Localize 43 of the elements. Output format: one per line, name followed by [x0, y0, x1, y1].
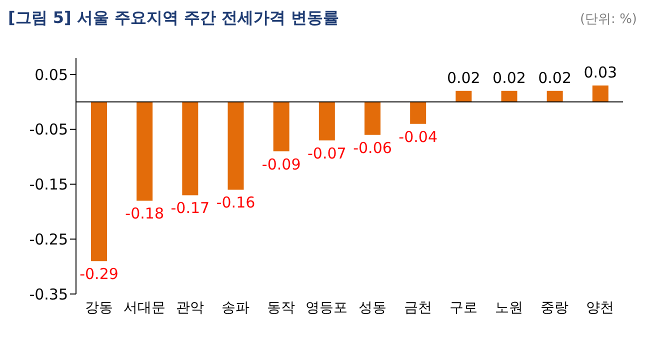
bar: [136, 102, 153, 201]
y-tick-label: -0.15: [29, 176, 68, 194]
data-label: -0.17: [170, 199, 210, 218]
x-tick-label: 송파: [222, 300, 250, 316]
bar: [410, 102, 426, 124]
y-tick-label: -0.05: [29, 120, 68, 139]
bar: [318, 102, 335, 140]
x-tick-label: 영등포: [306, 300, 348, 316]
bar: [456, 90, 472, 102]
chart-title: [그림 5] 서울 주요지역 주간 전세가격 변동률: [8, 8, 340, 29]
x-tick-label: 강동: [84, 300, 113, 316]
x-tick-label: 성동: [358, 300, 386, 316]
data-label: 0.02: [492, 68, 526, 87]
x-tick-label: 양천: [586, 300, 614, 316]
bar: [546, 90, 563, 102]
y-tick-label: 0.05: [34, 66, 68, 84]
data-label: -0.18: [125, 204, 164, 223]
y-tick-label: -0.35: [29, 285, 68, 304]
data-label: -0.06: [353, 138, 392, 157]
bar: [182, 102, 198, 196]
bar: [228, 102, 244, 190]
x-tick-label: 노원: [495, 300, 524, 316]
bar: [501, 90, 518, 102]
data-label: -0.29: [80, 265, 118, 284]
data-label: -0.09: [262, 155, 301, 174]
bar: [364, 102, 380, 135]
x-tick-label: 구로: [449, 300, 478, 316]
data-label: 0.02: [446, 68, 480, 87]
x-tick-label: 동작: [267, 300, 296, 316]
bar: [592, 85, 608, 102]
x-tick-label: 관악: [176, 300, 204, 316]
data-label: -0.07: [308, 144, 346, 162]
text: (단위: %): [580, 11, 637, 28]
bar: [91, 102, 107, 262]
y-tick-label: -0.25: [29, 230, 68, 248]
data-label: 0.02: [538, 68, 572, 87]
bar: [273, 102, 290, 152]
x-tick-label: 금천: [404, 300, 432, 316]
x-tick-label: 중랑: [540, 300, 569, 316]
data-label: -0.04: [398, 128, 438, 146]
x-tick-label: 서대문: [123, 300, 166, 316]
data-label: 0.03: [584, 63, 618, 82]
data-label: -0.16: [216, 194, 256, 212]
